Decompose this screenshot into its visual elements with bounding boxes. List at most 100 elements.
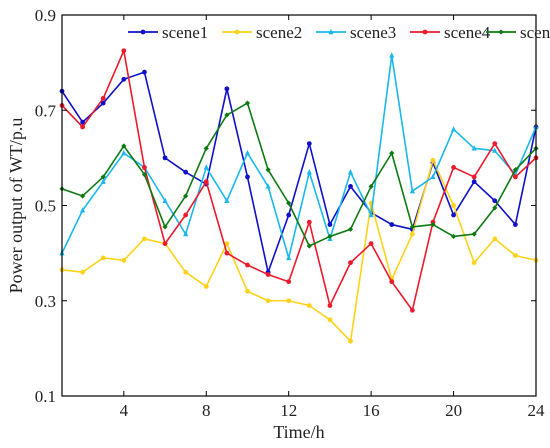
scene5-point: [512, 167, 518, 173]
scene1-point: [451, 212, 456, 218]
scene5-point: [347, 226, 354, 232]
scene3-point: [347, 168, 354, 175]
scene4-point: [327, 303, 333, 308]
scene5-point: [471, 231, 477, 237]
scene4-point: [224, 250, 230, 256]
legend-marker: [422, 29, 428, 35]
scene1-point: [512, 222, 518, 227]
legend-item-scene2: scene2: [222, 23, 302, 42]
scene2-point: [512, 253, 518, 258]
scene4-point: [121, 48, 127, 54]
x-tick-label: 24: [528, 401, 546, 420]
scene5-point: [80, 193, 86, 199]
scene4-point: [265, 272, 271, 277]
y-tick-label: 0.3: [35, 292, 56, 311]
scene1-point: [471, 179, 477, 185]
scene3-point: [80, 207, 86, 213]
legend-item-scene5: scene5: [486, 23, 550, 42]
y-axis-label: Power output of WT/p.u: [6, 118, 26, 294]
y-tick-label: 0.5: [35, 197, 56, 216]
scene3-point: [471, 145, 477, 151]
scene2-point: [492, 236, 498, 242]
scene1-point: [245, 174, 250, 180]
series-scene4: [59, 48, 539, 313]
scene4-point: [409, 307, 415, 313]
scene5-point: [327, 233, 333, 240]
scene5-point: [121, 143, 127, 149]
x-tick-label: 20: [445, 401, 462, 420]
scene1-point: [492, 198, 498, 204]
scene5-point: [492, 205, 498, 211]
scene4-point: [203, 179, 209, 185]
x-tick-label: 12: [280, 401, 297, 420]
scene1-point: [80, 119, 86, 125]
scene2-point: [183, 269, 189, 275]
scene3-point: [409, 188, 415, 194]
scene1-point: [183, 169, 189, 175]
scene3-point: [450, 126, 457, 132]
scene4-point: [100, 95, 106, 101]
scene1-point: [100, 100, 106, 106]
scene3-point: [244, 149, 251, 156]
x-tick-label: 16: [363, 401, 380, 420]
scene3-point: [100, 178, 106, 184]
scene3-point: [306, 168, 312, 175]
scene2-point: [471, 260, 477, 266]
scene1-point: [162, 155, 168, 161]
scene2-point: [100, 255, 106, 261]
scene4-point: [389, 279, 395, 285]
scene2-point: [245, 288, 250, 294]
scene5-point: [141, 171, 148, 178]
legend-label: scene3: [350, 23, 396, 42]
scene3-point: [389, 52, 395, 58]
scene4-point: [80, 124, 86, 130]
scene4-point: [306, 219, 312, 225]
scene1-line: [61, 71, 537, 273]
scene5-point: [265, 167, 271, 173]
scene2-point: [306, 303, 312, 308]
scene5-point: [224, 112, 230, 118]
scene5-point: [409, 224, 415, 230]
scene5-point: [244, 100, 251, 106]
scene1-point: [327, 222, 333, 227]
legend-item-scene1: scene1: [128, 23, 208, 42]
scene5-point: [306, 243, 312, 249]
scene5-point: [183, 193, 189, 199]
scene3-point: [492, 147, 498, 153]
scene2-point: [409, 231, 415, 237]
scene2-point: [224, 241, 230, 247]
scene2-point: [286, 298, 292, 304]
legend-item-scene3: scene3: [316, 23, 396, 42]
legend-item-scene4: scene4: [410, 23, 491, 42]
legend: scene1 scene2 scene3 scene4 scene5: [128, 23, 550, 42]
plot-frame: [61, 14, 537, 397]
scene3-point: [203, 164, 209, 170]
scene3-point: [430, 173, 436, 180]
legend-marker: [140, 29, 146, 35]
scene4-line: [61, 49, 537, 312]
scene1-point: [306, 141, 312, 146]
scene5-point: [100, 174, 106, 180]
scene1-point: [286, 212, 292, 218]
scene1-point: [348, 184, 353, 189]
scene4-point: [348, 260, 353, 266]
scene2-point: [203, 284, 209, 289]
scene5-point: [162, 224, 168, 230]
legend-label: scene1: [162, 23, 208, 42]
scene1-point: [389, 222, 395, 227]
scene5-point: [368, 183, 374, 190]
scene4-point: [162, 241, 168, 247]
scene2-point: [430, 157, 436, 163]
scene2-point: [327, 317, 333, 323]
scene3-point: [368, 211, 374, 218]
series-layer: [59, 48, 539, 344]
x-axis-label: Time/h: [273, 422, 324, 442]
scene2-point: [348, 338, 353, 344]
scene3-line: [61, 54, 537, 259]
scene5-point: [430, 221, 436, 228]
scene2-line: [61, 159, 537, 343]
ticks-layer: 0.1 0.3 0.5 0.7 0.9 4 8 12 16 20 24: [35, 6, 545, 420]
scene5-point: [286, 200, 292, 206]
scene4-point: [368, 241, 374, 247]
